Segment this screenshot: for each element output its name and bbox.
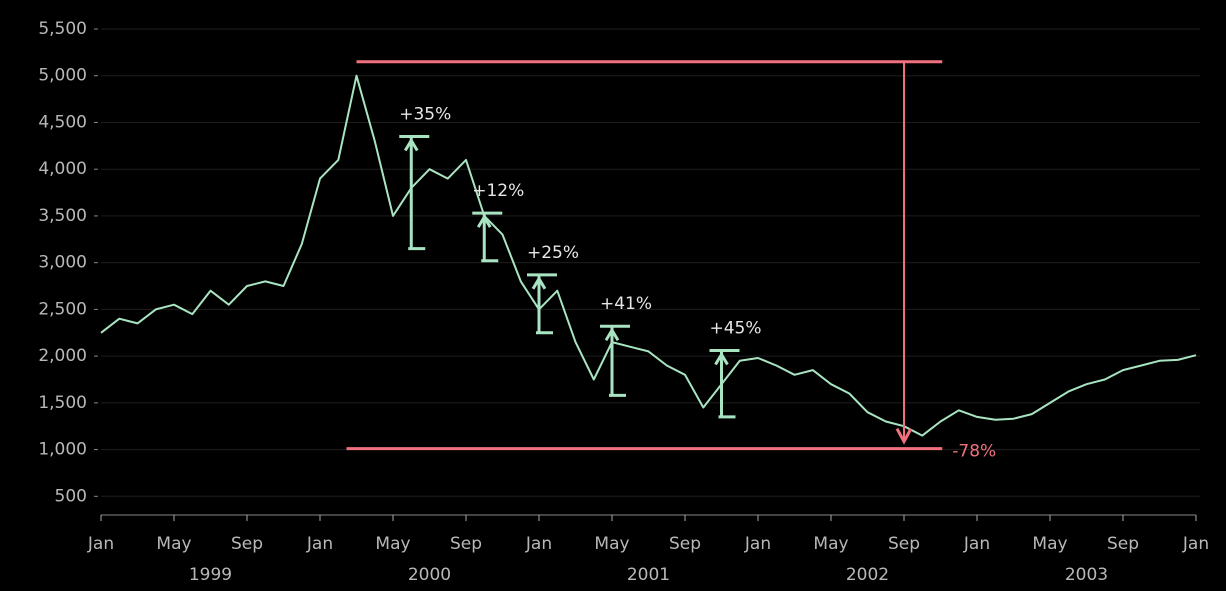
rally-arrow [604,329,620,341]
y-tick-label: 2,000 [38,346,87,366]
rally-label: +41% [600,294,652,314]
x-tick-label: Sep [1107,534,1139,554]
x-tick-label: Jan [1182,534,1209,554]
x-tick-label: Jan [525,534,552,554]
x-tick-label: Sep [669,534,701,554]
x-tick-label: Sep [231,534,263,554]
y-tick-label: 4,000 [38,159,87,179]
x-tick-label: May [813,534,848,554]
year-label: 2001 [627,565,670,585]
x-tick-label: Jan [87,534,114,554]
year-label: 2000 [408,565,451,585]
drawdown-arrowhead [895,427,913,445]
rally-arrow [714,353,729,366]
x-tick-label: Sep [888,534,920,554]
x-tick-label: May [375,534,410,554]
y-tick-label: 4,500 [38,112,87,132]
y-tick-label: 3,000 [38,253,87,273]
x-tick-label: May [594,534,629,554]
y-tick-label: 1,500 [38,393,87,413]
rally-label: +25% [527,243,579,263]
year-label: 2002 [846,565,889,585]
rally-arrow [531,278,547,290]
drawdown-label: -78% [952,442,996,462]
y-tick-label: 1,000 [38,440,87,460]
rally-arrow [403,139,419,152]
x-tick-label: Sep [450,534,482,554]
x-tick-label: Jan [306,534,333,554]
x-tick-label: Jan [963,534,990,554]
y-tick-label: 5,000 [38,66,87,86]
y-tick-label: 500 [55,486,87,506]
y-tick-label: 2,500 [38,299,87,319]
rally-label: +12% [472,181,524,201]
year-label: 1999 [189,565,232,585]
x-tick-label: Jan [744,534,771,554]
rally-label: +35% [399,104,451,124]
y-tick-label: 5,500 [38,19,87,39]
year-label: 2003 [1065,565,1108,585]
x-tick-label: May [156,534,191,554]
rally-arrow [476,216,492,228]
rally-label: +45% [710,319,762,339]
price-line [100,74,1197,437]
x-tick-label: May [1032,534,1067,554]
y-tick-label: 3,500 [38,206,87,226]
